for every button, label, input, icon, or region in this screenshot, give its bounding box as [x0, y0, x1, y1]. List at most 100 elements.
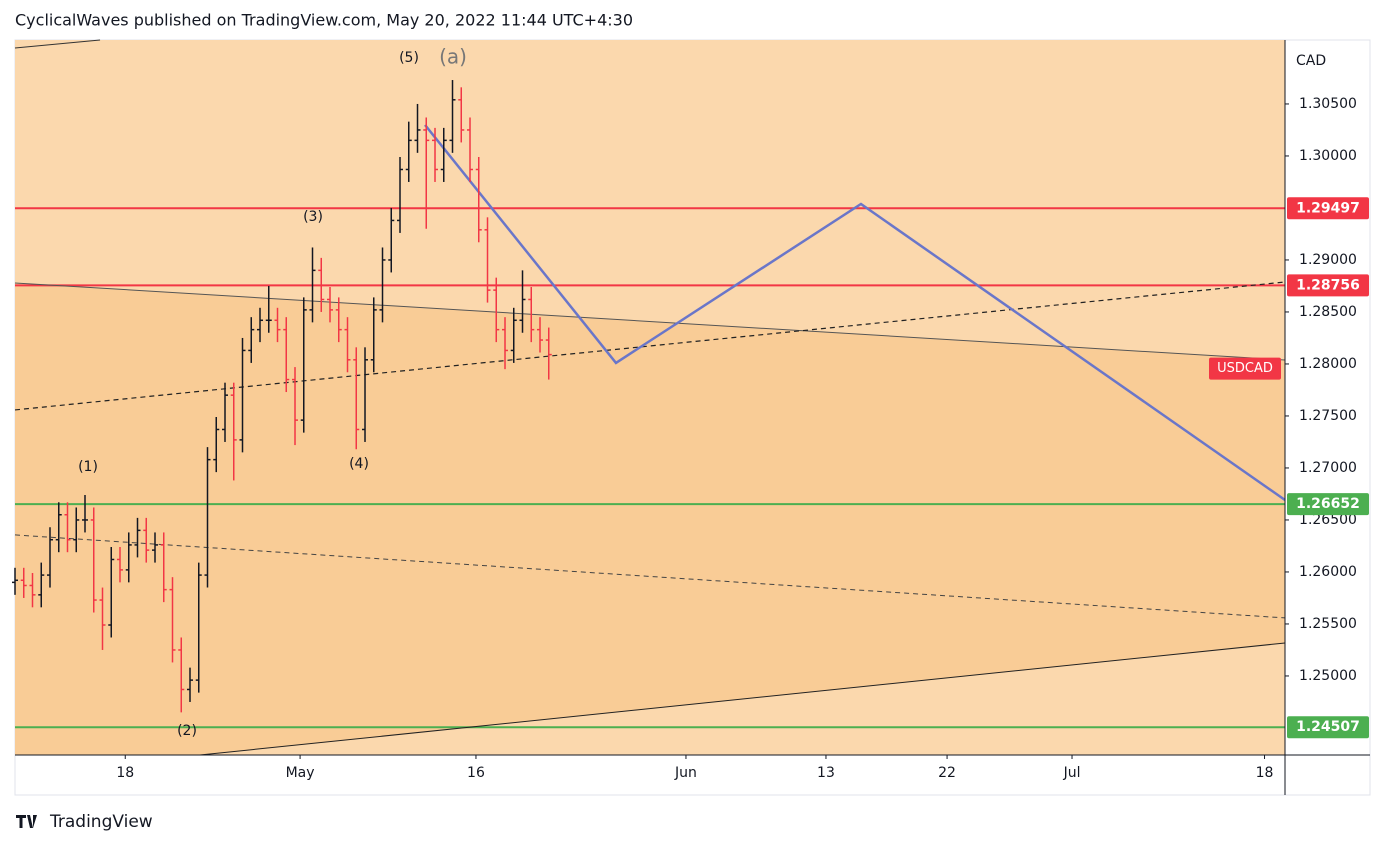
ohlc-bar [493, 277, 500, 343]
ohlc-bar [195, 562, 202, 693]
level-label: 1.29497 [1296, 200, 1360, 216]
ohlc-bar [519, 270, 526, 333]
ohlc-bar [160, 532, 167, 603]
ohlc-bar [222, 382, 229, 442]
trend-line [424, 124, 1286, 502]
ohlc-bar [47, 527, 54, 588]
ohlc-bar [169, 577, 176, 663]
level-label-bg [1287, 274, 1369, 297]
level-label-bg [1287, 716, 1369, 739]
trend-line [14, 281, 1286, 411]
y-axis-label: CAD [1296, 53, 1326, 69]
ohlc-bar [528, 287, 535, 343]
x-tick-label: 18 [116, 765, 134, 781]
ohlc-bar [379, 247, 386, 323]
ohlc-bar [204, 447, 211, 588]
y-tick-label: 1.28500 [1299, 304, 1357, 320]
level-label: 1.26652 [1296, 496, 1360, 512]
ohlc-bar [55, 502, 62, 553]
logo [16, 815, 37, 828]
ohlc-bar [187, 667, 194, 702]
ohlc-bar [309, 247, 316, 323]
ohlc-bar [73, 507, 80, 553]
wave-label: (5) [399, 50, 419, 66]
x-tick-label: May [286, 765, 315, 781]
ohlc-bar [467, 117, 474, 182]
symbol-label: USDCAD [1217, 361, 1273, 376]
trend-line [14, 39, 101, 49]
ohlc-bar [274, 307, 281, 343]
ohlc-bar [283, 317, 290, 393]
ohlc-bar [213, 417, 220, 473]
y-tick-label: 1.25000 [1299, 668, 1357, 684]
ohlc-bar [90, 507, 97, 613]
ohlc-bar [300, 297, 307, 433]
ohlc-bar [353, 347, 360, 450]
ohlc-bar [99, 587, 106, 650]
y-tick-label: 1.27000 [1299, 460, 1357, 476]
pattern-fill [15, 282, 1285, 755]
wave-label: (2) [177, 723, 197, 739]
ohlc-bar [362, 347, 369, 442]
level-label-bg [1287, 493, 1369, 516]
ohlc-bar [327, 287, 334, 323]
x-tick-label: 22 [938, 765, 956, 781]
ohlc-bar [82, 495, 89, 533]
y-tick-label: 1.28000 [1299, 356, 1357, 372]
y-tick-label: 1.30000 [1299, 148, 1357, 164]
y-tick-label: 1.29000 [1299, 252, 1357, 268]
y-tick-label: 1.26500 [1299, 512, 1357, 528]
ohlc-bar [64, 502, 71, 553]
wave-label: (4) [349, 456, 369, 472]
footer-brand: TradingView [49, 812, 153, 832]
plot: (5) (a) (3) (4) (1) (2) [12, 39, 1286, 756]
ohlc-bar [545, 327, 552, 380]
ohlc-bar [432, 127, 439, 182]
ohlc-bar [318, 257, 325, 312]
ohlc-bar [502, 317, 509, 370]
ohlc-bar [152, 532, 159, 563]
ohlc-bar [248, 317, 255, 363]
ohlc-bar [292, 367, 299, 446]
wave-label: (1) [78, 459, 98, 475]
ohlc-bar [423, 117, 430, 229]
ohlc-bar [117, 547, 124, 583]
ohlc-bar [344, 317, 351, 373]
wave-label: (a) [439, 45, 467, 69]
level-label: 1.24507 [1296, 719, 1360, 735]
symbol-label-bg [1209, 357, 1281, 380]
ohlc-bar [388, 207, 395, 273]
x-tick-label: Jul [1063, 765, 1081, 781]
y-tick-label: 1.30500 [1299, 96, 1357, 112]
level-label-bg [1287, 197, 1369, 220]
ohlc-bar [257, 307, 264, 343]
ohlc-bar [449, 80, 456, 153]
y-tick-label: 1.25500 [1299, 616, 1357, 632]
ohlc-bar [38, 562, 45, 608]
ohlc-bar [335, 297, 342, 343]
x-tick-label: Jun [674, 765, 697, 781]
ohlc-bar [12, 567, 18, 595]
ohlc-bar [484, 217, 491, 303]
ohlc-bar [537, 317, 544, 353]
ohlc-bar [143, 517, 150, 563]
ohlc-bar [230, 382, 237, 481]
trend-line [199, 642, 1286, 756]
y-tick-label: 1.27500 [1299, 408, 1357, 424]
ohlc-bar [29, 573, 36, 608]
ohlc-bar [414, 103, 421, 153]
ohlc-bar [510, 307, 517, 363]
x-tick-label: 13 [817, 765, 835, 781]
ohlc-bar [125, 532, 132, 583]
level-label: 1.28756 [1296, 277, 1360, 293]
x-tick-label: 16 [467, 765, 485, 781]
trend-line [14, 282, 1286, 361]
x-tick-label: 18 [1256, 765, 1274, 781]
ohlc-bar [458, 87, 465, 143]
ohlc-bar [108, 547, 115, 638]
ohlc-bar [134, 517, 141, 558]
ohlc-bar [440, 127, 447, 182]
ohlc-bar [370, 297, 377, 373]
wave-label: (3) [303, 209, 323, 225]
